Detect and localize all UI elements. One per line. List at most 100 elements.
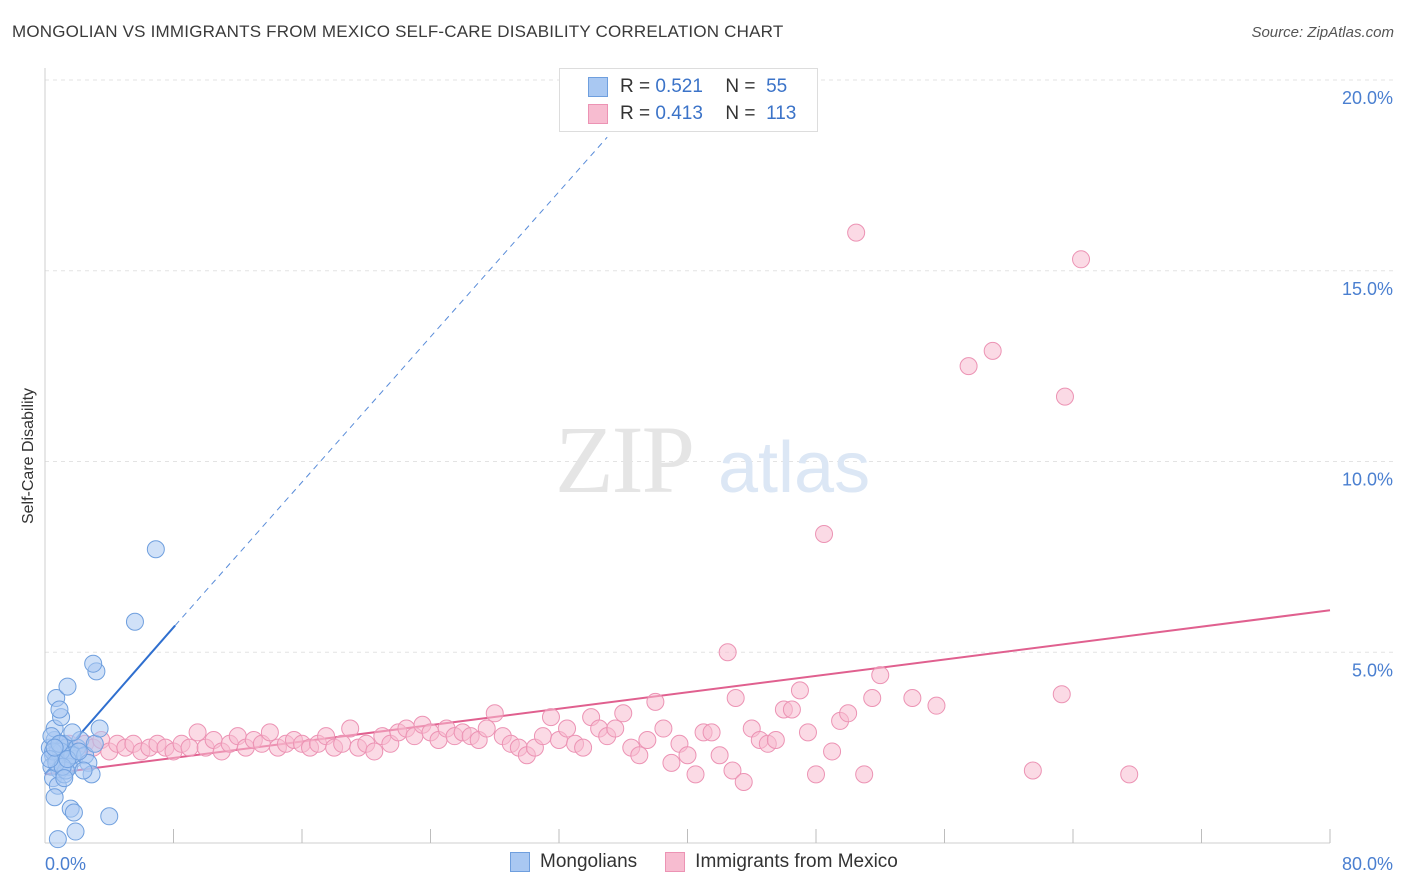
point-mexico-110 [1052,685,1071,704]
point-mexico-99 [839,704,858,723]
legend-n-label: N = [725,103,756,124]
point-mexico-100 [847,223,866,242]
point-mexico-96 [815,524,834,543]
legend-r-label: R = [620,76,651,97]
point-mongolian-54 [45,738,64,757]
point-mongolian-40 [48,830,67,849]
point-mexico-101 [855,765,874,784]
point-mexico-26 [260,723,279,742]
point-mongolian-50 [69,742,88,761]
point-mongolian-38 [64,803,83,822]
point-mongolian-53 [74,761,93,780]
point-mongolian-39 [66,822,85,841]
point-mexico-94 [798,723,817,742]
point-mexico-81 [702,723,721,742]
point-mexico-102 [863,689,882,708]
point-mexico-39 [365,742,384,761]
x-tick-label-1: 80.0% [1342,854,1393,874]
point-mongolian-42 [125,612,144,631]
point-mongolian-37 [84,654,103,673]
point-mexico-17 [188,723,207,742]
legend-r-label: R = [620,103,651,124]
point-mexico-95 [807,765,825,784]
y-axis-title: Self-Care Disability [20,388,37,524]
point-mexico-93 [790,681,809,700]
series-swatch-mexico [665,852,686,872]
x-tick-label-0: 0.0% [45,854,86,874]
point-mexico-16 [180,738,199,757]
point-mexico-35 [333,734,352,753]
series-swatch-mongolians [510,852,530,872]
axes [44,68,1331,844]
y-tick-label-2: 15.0% [1342,279,1393,299]
legend-r-value-mexico: 0.413 [655,103,703,124]
point-mexico-108 [1023,761,1042,780]
point-mexico-97 [823,742,842,761]
point-mexico-112 [1120,765,1139,784]
legend-row-mongolians: R = 0.521 N = 55 [560,73,787,101]
legend-r-value-mongolians: 0.521 [655,76,703,97]
point-mexico-92 [782,700,801,719]
point-mexico-107 [983,341,1002,360]
y-tick-label-1: 10.0% [1342,470,1393,490]
point-mexico-70 [614,704,633,723]
point-mexico-105 [927,696,946,715]
point-mexico-63 [558,719,577,738]
trend-line-mongolians-extension [174,136,608,626]
point-mongolian-41 [100,807,119,826]
point-mexico-75 [654,719,673,738]
grid-lines [45,79,1395,653]
watermark-atlas: atlas [718,428,870,508]
source-label: Source: ZipAtlas.com [1251,24,1394,41]
point-mongolian-15 [50,700,69,719]
legend-row-mexico: R = 0.413 N = 113 [560,100,796,128]
point-mexico-76 [662,753,681,772]
point-mongolian-35 [90,719,109,738]
point-mexico-36 [341,719,360,738]
point-mexico-61 [541,708,560,727]
point-mexico-73 [638,730,657,749]
point-mexico-74 [646,692,665,711]
point-mexico-90 [766,730,785,749]
legend-swatch-blue [588,77,608,97]
point-mexico-109 [1055,387,1074,406]
series-legend: Mongolians Immigrants from Mexico [510,851,898,873]
point-mexico-103 [871,666,890,685]
correlation-legend: R = 0.521 N = 55 R = 0.413 N = 113 [559,68,818,132]
tick-labels: 5.0% 10.0% 15.0% 20.0% 0.0% 80.0% [45,88,1393,874]
series-label-mexico: Immigrants from Mexico [695,851,898,872]
point-mexico-106 [959,357,978,376]
point-mexico-79 [686,765,705,784]
point-mongolian-14 [58,677,77,696]
point-mexico-82 [710,746,729,765]
point-mongolian-49 [55,769,74,788]
watermark: ZIP atlas [555,406,870,513]
point-mexico-78 [678,746,697,765]
point-mexico-83 [718,643,737,662]
point-mexico-65 [574,738,593,757]
point-mexico-72 [630,746,649,765]
point-mongolian-29 [45,788,64,807]
legend-n-value-mongolians: 55 [766,76,788,97]
data-points [40,223,1139,849]
point-mexico-85 [726,689,745,708]
point-mongolian-43 [146,540,165,559]
point-mexico-84 [723,761,742,780]
point-mexico-86 [734,772,753,791]
point-mexico-54 [485,704,504,723]
y-tick-label-0: 5.0% [1352,660,1393,680]
watermark-zip: ZIP [555,406,693,513]
point-mexico-53 [477,719,496,738]
legend-n-label: N = [725,76,756,97]
point-mexico-104 [903,689,922,708]
point-mongolian-34 [85,734,104,753]
point-mexico-69 [606,719,625,738]
point-mongolian-52 [63,723,82,742]
chart-title: MONGOLIAN VS IMMIGRANTS FROM MEXICO SELF… [12,22,784,41]
point-mexico-60 [533,727,552,746]
legend-swatch-pink [588,104,608,124]
legend-n-value-mexico: 113 [766,103,797,124]
series-label-mongolians: Mongolians [540,851,638,872]
y-tick-label-3: 20.0% [1342,88,1393,108]
